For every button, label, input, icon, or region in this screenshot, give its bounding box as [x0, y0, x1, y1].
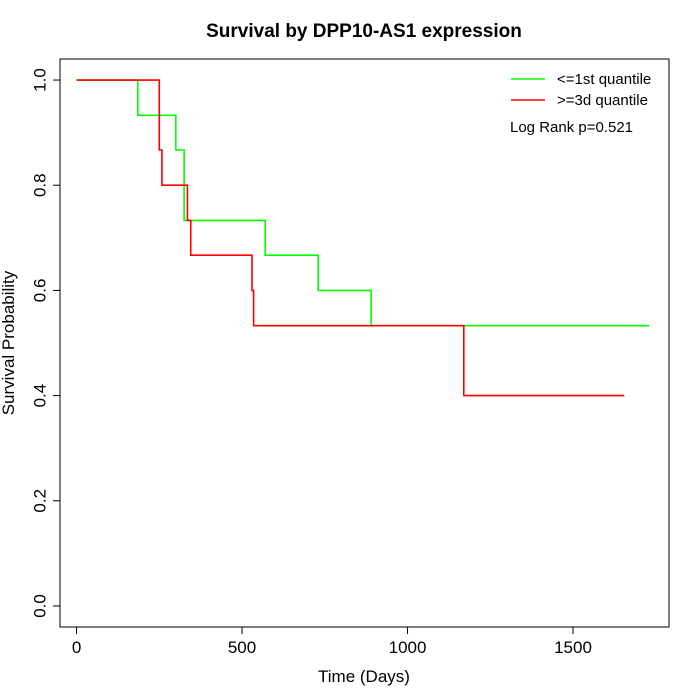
- legend: <=1st quantile >=3d quantile Log Rank p=…: [510, 71, 651, 136]
- chart-title: Survival by DPP10-AS1 expression: [206, 21, 522, 42]
- y-tick-label: 0.6: [30, 279, 49, 303]
- legend-label-series-1: <=1st quantile: [557, 71, 651, 88]
- y-axis: 0.0 0.2 0.4 0.6 0.8 1.0: [30, 68, 61, 618]
- plot-frame: [59, 58, 670, 628]
- x-axis: 0 500 1000 1500: [72, 626, 592, 657]
- y-tick-label: 0.2: [30, 489, 49, 513]
- series-line-2: [76, 79, 625, 397]
- log-rank-annotation: Log Rank p=0.521: [510, 119, 633, 136]
- y-axis-label: Survival Probability: [0, 270, 18, 415]
- x-tick-label: 1500: [554, 638, 592, 657]
- x-axis-label: Time (Days): [318, 667, 410, 686]
- y-tick-label: 0.0: [30, 594, 49, 618]
- series-line-1: [76, 79, 650, 327]
- y-tick-label: 0.4: [30, 384, 49, 408]
- y-tick-label: 1.0: [30, 68, 49, 92]
- legend-label-series-2: >=3d quantile: [557, 92, 648, 109]
- x-tick-label: 0: [72, 638, 81, 657]
- series-layer: [76, 79, 650, 397]
- x-tick-label: 1000: [389, 638, 427, 657]
- y-tick-label: 0.8: [30, 173, 49, 197]
- x-tick-label: 500: [228, 638, 256, 657]
